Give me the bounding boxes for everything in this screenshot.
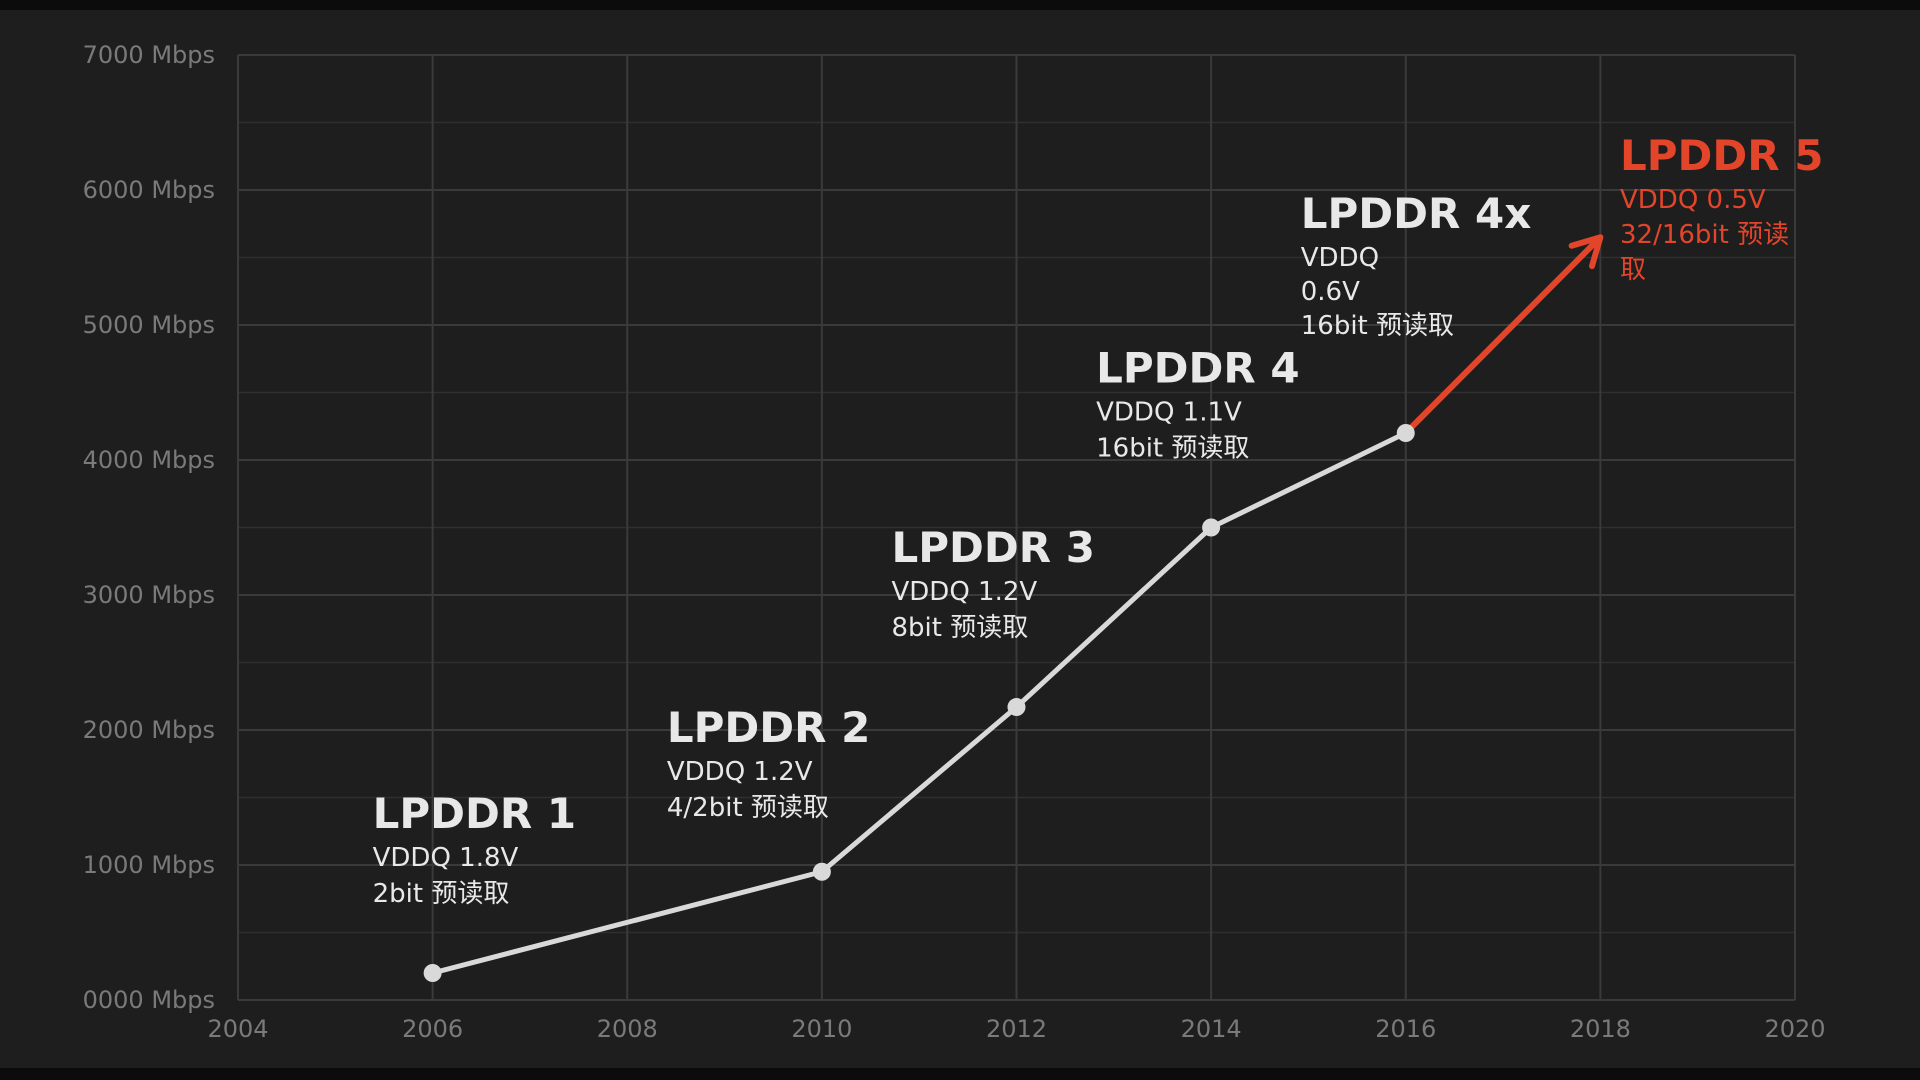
data-point (1202, 518, 1221, 537)
axes: 0000 Mbps 1000 Mbps 2000 Mbps 3000 Mbps 4000… (83, 41, 1826, 1043)
generation-name: LPDDR 2 (667, 703, 870, 752)
generation-detail: 8bit 预读取 (892, 613, 1029, 643)
data-point (1007, 698, 1026, 717)
generation-name: LPDDR 5 (1620, 131, 1823, 180)
x-tick-label: 2010 (791, 1015, 852, 1043)
y-tick-label: 1000 Mbps (83, 851, 215, 879)
data-point (1396, 424, 1415, 442)
generation-name: LPDDR 4x (1301, 189, 1532, 238)
x-tick-label: 2012 (986, 1015, 1047, 1043)
y-tick-label: 2000 Mbps (83, 716, 215, 744)
generation-detail: 16bit 预读取 (1096, 434, 1249, 464)
data-point (423, 964, 442, 982)
generation-name: LPDDR 1 (373, 789, 576, 838)
x-tick-label: 2008 (597, 1015, 658, 1043)
generation-detail: VDDQ 1.2V (667, 757, 813, 787)
generation-detail: VDDQ 0.5V (1620, 185, 1766, 215)
y-tick-label: 5000 Mbps (83, 311, 215, 339)
generation-detail: VDDQ (1301, 243, 1379, 273)
x-tick-label: 2006 (402, 1015, 463, 1043)
generation-detail: 32/16bit 预读 (1620, 220, 1789, 250)
y-tick-label: 0000 Mbps (83, 986, 215, 1014)
projection-arrow-line (1402, 239, 1598, 436)
projection-arrowhead (1568, 234, 1604, 270)
generation-detail: 0.6V (1301, 277, 1360, 307)
generation-detail: 2bit 预读取 (373, 879, 510, 909)
generation-detail: VDDQ 1.8V (373, 843, 519, 873)
x-tick-label: 2016 (1375, 1015, 1436, 1043)
generation-detail: 16bit 预读取 (1301, 311, 1454, 341)
y-tick-label: 4000 Mbps (83, 446, 215, 474)
generation-detail: 取 (1620, 255, 1646, 285)
generation-detail: VDDQ 1.1V (1096, 398, 1242, 428)
generation-labels: LPDDR 1 VDDQ 1.8V 2bit 预读取 LPDDR 2 VDDQ 1.2V… (373, 131, 1824, 909)
generation-detail: VDDQ 1.2V (892, 577, 1038, 607)
x-tick-label: 2020 (1764, 1015, 1825, 1043)
grid (237, 54, 1796, 1001)
x-tick-label: 2014 (1181, 1015, 1242, 1043)
y-tick-label: 6000 Mbps (83, 176, 215, 204)
data-point (812, 862, 831, 881)
y-tick-label: 7000 Mbps (83, 41, 215, 69)
y-tick-label: 3000 Mbps (83, 581, 215, 609)
generation-name: LPDDR 4 (1096, 344, 1299, 393)
data-series (423, 234, 1604, 982)
x-tick-label: 2018 (1570, 1015, 1631, 1043)
generation-detail: 4/2bit 预读取 (667, 793, 829, 823)
generation-name: LPDDR 3 (892, 523, 1095, 572)
x-tick-label: 2004 (207, 1015, 268, 1043)
